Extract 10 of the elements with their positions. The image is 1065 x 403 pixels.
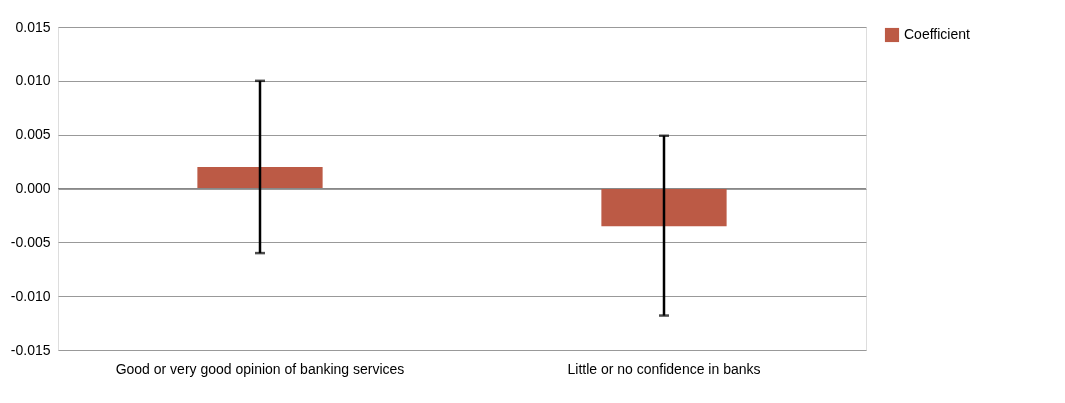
y-tick-label: -0.015 <box>10 341 51 358</box>
y-tick-label: 0.015 <box>15 18 51 35</box>
y-tick-label: 0.000 <box>15 180 51 196</box>
y-tick-label: -0.010 <box>10 287 51 304</box>
y-tick-label: -0.005 <box>10 233 51 250</box>
x-tick-label: Little or no confidence in banks <box>567 360 761 377</box>
y-tick-label: 0.005 <box>15 126 51 143</box>
y-tick-label: 0.010 <box>15 72 51 89</box>
x-tick-label: Good or very good opinion of banking services <box>115 360 405 377</box>
legend-label: Coefficient <box>904 26 970 42</box>
